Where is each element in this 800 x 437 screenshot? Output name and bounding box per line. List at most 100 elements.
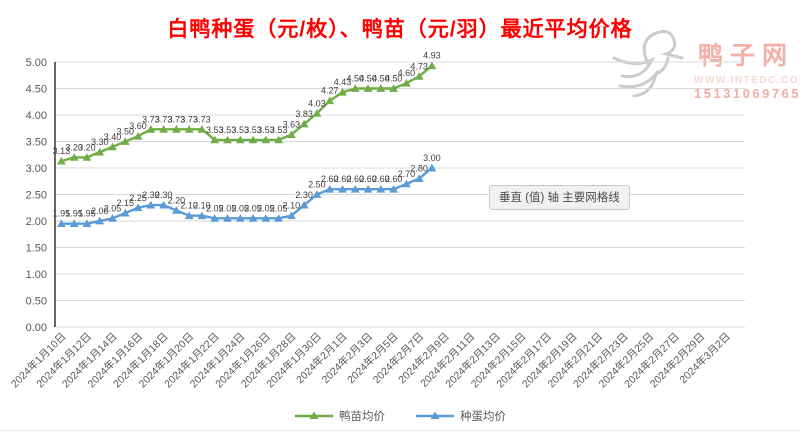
data-point-marker[interactable] bbox=[338, 185, 347, 193]
data-point-marker[interactable] bbox=[197, 125, 207, 133]
duck-logo-icon bbox=[612, 30, 684, 98]
data-point-marker[interactable] bbox=[108, 142, 117, 151]
data-point-marker[interactable] bbox=[184, 211, 194, 220]
data-point-marker[interactable] bbox=[261, 214, 271, 222]
data-point-marker[interactable] bbox=[312, 109, 322, 117]
data-point-marker[interactable] bbox=[56, 156, 66, 165]
data-point-marker[interactable] bbox=[350, 84, 360, 92]
data-label: 3.73 bbox=[180, 114, 198, 124]
chart-title: 白鸭种蛋（元/枚）、鸭苗（元/羽）最近平均价格 bbox=[167, 18, 633, 41]
y-axis-label: 0.00 bbox=[26, 322, 47, 334]
data-point-marker[interactable] bbox=[223, 214, 232, 222]
data-point-marker[interactable] bbox=[274, 135, 284, 144]
data-point-marker[interactable] bbox=[120, 137, 130, 145]
y-axis-label: 2.50 bbox=[26, 190, 47, 202]
data-point-marker[interactable] bbox=[338, 88, 347, 96]
legend-item-duckling-price[interactable]: 鸭苗均价 bbox=[294, 408, 385, 424]
data-point-marker[interactable] bbox=[184, 125, 194, 133]
data-label: 2.80 bbox=[410, 164, 428, 174]
data-label: 3.00 bbox=[423, 153, 441, 163]
data-point-marker[interactable] bbox=[389, 185, 399, 193]
data-point-marker[interactable] bbox=[325, 96, 335, 105]
window-bottom-edge bbox=[0, 430, 800, 431]
data-point-marker[interactable] bbox=[427, 61, 437, 70]
data-label: 3.83 bbox=[295, 109, 313, 119]
series-鸭苗均价[interactable]: 3.133.203.203.303.403.503.603.733.733.73… bbox=[53, 51, 441, 165]
data-point-marker[interactable] bbox=[261, 135, 271, 144]
data-point-marker[interactable] bbox=[133, 203, 143, 212]
data-point-marker[interactable] bbox=[248, 214, 258, 222]
data-point-marker[interactable] bbox=[82, 219, 92, 228]
data-point-marker[interactable] bbox=[248, 135, 258, 144]
data-label: 3.73 bbox=[193, 114, 211, 124]
data-point-marker[interactable] bbox=[414, 72, 424, 80]
price-line-chart[interactable]: 0.00 0.50 1.00 1.50 2.00 2.50 3.00 3.50 4.00 4.50… bbox=[0, 0, 800, 410]
y-axis-label: 3.50 bbox=[26, 137, 47, 149]
data-label: 2.05 bbox=[270, 203, 288, 213]
data-point-marker[interactable] bbox=[210, 135, 220, 144]
data-point-marker[interactable] bbox=[363, 84, 373, 92]
data-point-marker[interactable] bbox=[325, 185, 335, 193]
data-point-marker[interactable] bbox=[350, 185, 360, 193]
data-label: 2.05 bbox=[244, 203, 262, 213]
data-point-marker[interactable] bbox=[133, 132, 143, 140]
data-label: 2.10 bbox=[193, 201, 211, 211]
data-label: 2.30 bbox=[142, 190, 160, 200]
legend-label-egg: 种蛋均价 bbox=[460, 411, 506, 423]
data-label: 3.20 bbox=[78, 142, 96, 152]
data-point-marker[interactable] bbox=[69, 153, 79, 161]
data-label: 2.05 bbox=[206, 203, 224, 213]
data-label: 2.60 bbox=[321, 174, 339, 184]
data-point-marker[interactable] bbox=[171, 206, 181, 214]
data-point-marker[interactable] bbox=[108, 214, 117, 222]
data-label: 2.05 bbox=[104, 203, 122, 213]
data-point-marker[interactable] bbox=[146, 200, 156, 209]
data-point-marker[interactable] bbox=[286, 130, 296, 139]
data-point-marker[interactable] bbox=[235, 135, 245, 144]
data-point-marker[interactable] bbox=[427, 163, 437, 172]
data-point-marker[interactable] bbox=[235, 214, 245, 222]
series-种蛋均价[interactable]: 1.951.951.952.002.052.152.252.302.302.20… bbox=[53, 153, 441, 228]
data-label: 2.30 bbox=[155, 190, 173, 200]
data-point-marker[interactable] bbox=[286, 211, 296, 220]
data-label: 4.73 bbox=[410, 61, 428, 71]
data-point-marker[interactable] bbox=[159, 200, 169, 209]
data-point-marker[interactable] bbox=[401, 179, 411, 188]
data-point-marker[interactable] bbox=[274, 214, 284, 222]
data-label: 2.15 bbox=[117, 198, 135, 208]
data-point-marker[interactable] bbox=[69, 219, 79, 228]
data-point-marker[interactable] bbox=[389, 84, 399, 92]
data-point-marker[interactable] bbox=[363, 185, 373, 193]
data-label: 3.40 bbox=[104, 132, 122, 142]
y-axis-labels: 0.00 0.50 1.00 1.50 2.00 2.50 3.00 3.50 4.00 4.50… bbox=[26, 57, 47, 334]
data-point-marker[interactable] bbox=[223, 135, 232, 144]
data-label: 2.60 bbox=[385, 174, 403, 184]
data-point-marker[interactable] bbox=[376, 185, 386, 193]
legend-item-egg-price[interactable]: 种蛋均价 bbox=[415, 408, 506, 424]
data-point-marker[interactable] bbox=[120, 208, 130, 217]
y-axis-label: 5.00 bbox=[26, 57, 47, 69]
data-point-marker[interactable] bbox=[82, 153, 92, 161]
data-point-marker[interactable] bbox=[197, 211, 207, 220]
data-point-marker[interactable] bbox=[56, 219, 66, 228]
data-label: 3.53 bbox=[244, 125, 262, 135]
data-label: 2.05 bbox=[257, 203, 275, 213]
data-point-marker[interactable] bbox=[376, 84, 386, 92]
data-point-marker[interactable] bbox=[95, 216, 105, 225]
data-point-marker[interactable] bbox=[146, 125, 156, 133]
data-point-marker[interactable] bbox=[171, 125, 181, 133]
data-point-marker[interactable] bbox=[210, 214, 220, 222]
data-point-marker[interactable] bbox=[414, 174, 424, 182]
data-point-marker[interactable] bbox=[95, 147, 105, 156]
y-axis-label: 0.50 bbox=[26, 296, 47, 308]
data-point-marker[interactable] bbox=[159, 125, 169, 133]
gridline-hover-tooltip: 垂直 (值) 轴 主要网格线 bbox=[489, 185, 630, 210]
data-point-marker[interactable] bbox=[299, 119, 309, 128]
data-label: 3.30 bbox=[91, 137, 109, 147]
data-point-marker[interactable] bbox=[312, 190, 322, 198]
gridlines[interactable] bbox=[55, 61, 745, 328]
data-label: 2.70 bbox=[398, 169, 416, 179]
data-point-marker[interactable] bbox=[299, 200, 309, 209]
data-label: 1.95 bbox=[65, 209, 83, 219]
data-point-marker[interactable] bbox=[401, 79, 411, 87]
